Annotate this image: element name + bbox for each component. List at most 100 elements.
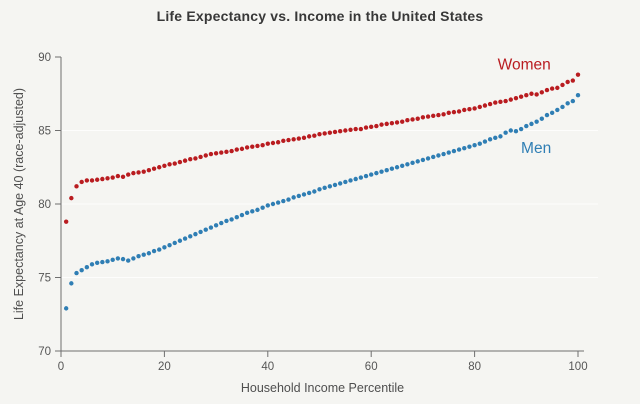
men-point [126, 258, 131, 263]
series-label-men: Men [521, 140, 551, 157]
men-point [405, 162, 410, 167]
men-point [115, 256, 121, 261]
men-point [363, 173, 369, 179]
women-point [203, 153, 208, 158]
men-point [431, 154, 436, 160]
men-point [467, 144, 472, 149]
x-tick-label-100: 100 [568, 361, 587, 373]
men-point [389, 166, 395, 171]
men-point [151, 248, 157, 254]
men-point [270, 201, 276, 207]
women-point [94, 177, 100, 182]
women-point [105, 176, 110, 181]
men-point [482, 139, 488, 144]
women-point [379, 122, 384, 127]
women-point [265, 141, 270, 146]
women-point [219, 150, 224, 155]
men-point [394, 165, 400, 170]
women-point [63, 219, 69, 224]
women-point [327, 130, 333, 135]
women-point [172, 161, 177, 166]
men-point [322, 185, 327, 191]
men-point [244, 210, 250, 216]
men-point [379, 169, 384, 174]
women-point [472, 106, 477, 111]
men-point [120, 256, 126, 262]
women-point [498, 99, 503, 105]
men-point [518, 126, 524, 132]
women-point [462, 107, 467, 113]
men-point [358, 175, 364, 180]
women-point [306, 134, 312, 139]
women-point [394, 120, 400, 125]
women-point [151, 166, 157, 171]
men-point [524, 123, 529, 129]
women-point [446, 110, 451, 116]
women-point [120, 174, 126, 180]
men-point [141, 252, 146, 257]
men-point [182, 236, 188, 241]
men-point [177, 238, 183, 243]
women-point [110, 175, 115, 180]
women-point [389, 120, 395, 126]
men-point [555, 107, 560, 113]
men-point [110, 257, 115, 263]
men-point [167, 242, 172, 248]
women-point [234, 147, 239, 152]
men-point [337, 181, 343, 186]
women-point [348, 127, 353, 132]
x-tick-label-20: 20 [158, 361, 171, 373]
women-point [167, 162, 172, 167]
men-point [63, 306, 69, 311]
women-point [250, 144, 255, 149]
men-point [446, 150, 451, 155]
men-point [400, 163, 405, 168]
men-point [549, 110, 555, 116]
men-point [544, 112, 550, 118]
men-point [317, 187, 322, 192]
women-point [229, 148, 234, 154]
women-point [482, 103, 488, 108]
women-point [518, 94, 524, 99]
women-point [177, 159, 183, 165]
men-point [570, 98, 576, 104]
men-point [487, 137, 493, 142]
y-tick-label-85: 85 [38, 126, 51, 138]
women-point [317, 131, 322, 137]
women-point [431, 113, 436, 119]
women-point [451, 109, 457, 115]
women-point [208, 151, 214, 157]
women-point [363, 125, 369, 130]
men-point [286, 197, 291, 202]
women-point [69, 195, 74, 201]
men-point [188, 234, 193, 239]
women-point [322, 131, 327, 136]
men-point [332, 182, 338, 188]
women-point [384, 121, 389, 127]
men-point [503, 130, 508, 135]
women-point [260, 143, 265, 148]
men-point [565, 101, 570, 106]
men-point [374, 170, 379, 176]
men-point [89, 262, 95, 267]
men-point [162, 245, 167, 250]
women-point [456, 109, 462, 114]
men-point [213, 223, 219, 228]
women-point [281, 138, 286, 143]
women-point [524, 93, 529, 98]
men-point [105, 259, 110, 264]
women-point [337, 129, 343, 134]
women-point [136, 170, 141, 175]
men-point [250, 209, 255, 214]
men-point [441, 151, 446, 157]
men-point [193, 231, 198, 237]
women-point [425, 114, 431, 119]
men-point [560, 104, 565, 110]
women-point [146, 167, 152, 173]
women-point [270, 140, 276, 146]
women-point [544, 87, 550, 93]
women-point [400, 119, 405, 124]
men-point [493, 135, 498, 141]
men-point [306, 190, 312, 196]
